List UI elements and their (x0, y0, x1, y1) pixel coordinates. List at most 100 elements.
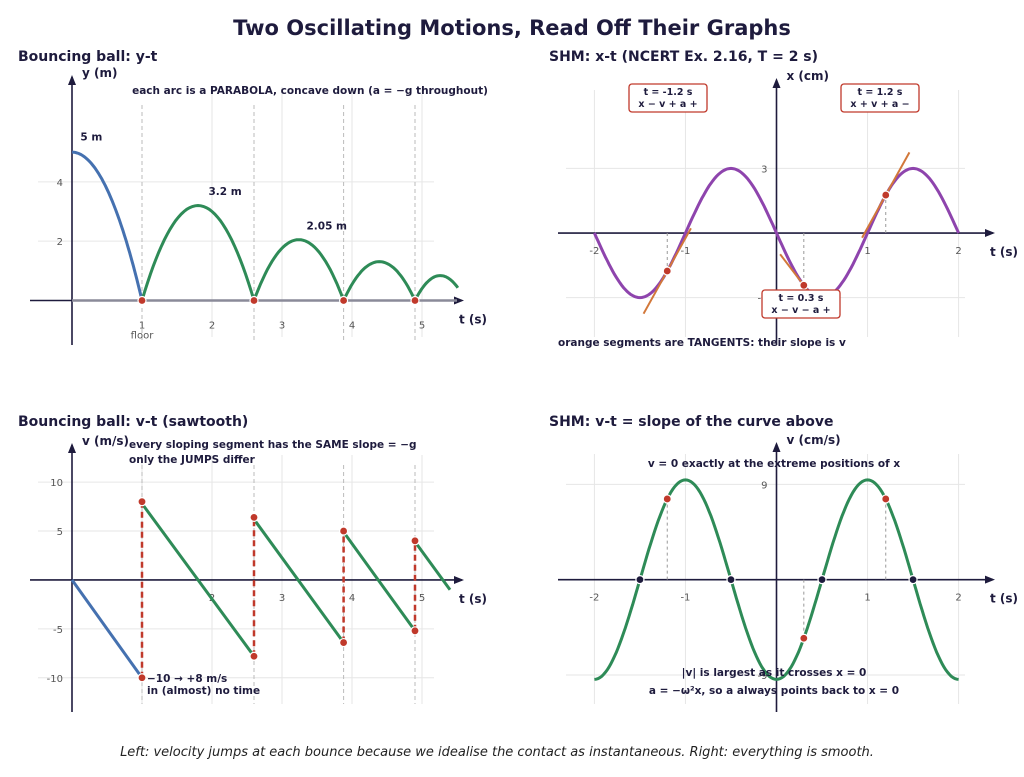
height-label: 5 m (80, 131, 102, 143)
panel-note: |v| is largest as it crosses x = 0 (682, 667, 867, 679)
y-axis-arrow (772, 442, 781, 452)
y-tick-label: 9 (761, 480, 767, 491)
marked-point (799, 633, 809, 643)
jump-start-point (339, 637, 349, 648)
y-axis-arrow (68, 75, 76, 85)
y-tick-label: -5 (53, 625, 63, 636)
series-arc (140, 203, 256, 301)
panel-title-ball-yt: Bouncing ball: y-t (18, 49, 158, 65)
x-tick-label: 1 (139, 320, 145, 331)
marked-point (662, 266, 672, 276)
series-arc (252, 238, 346, 302)
x-tick-label: 2 (955, 246, 961, 257)
y-tick-label: -10 (47, 674, 63, 685)
jump-start-point (249, 651, 259, 661)
y-tick-label: 4 (57, 178, 63, 189)
marked-point (881, 494, 891, 504)
zero-velocity-point (908, 575, 918, 585)
x-axis-label: t (s) (990, 245, 1018, 259)
marked-point (799, 280, 809, 290)
jump-end-point (249, 512, 259, 522)
zero-velocity-point (635, 575, 645, 585)
series-arc (71, 150, 144, 301)
bounce-point (137, 295, 147, 306)
series-arc (342, 260, 417, 302)
point-info-signs: x − v + a + (638, 99, 697, 110)
x-tick-label: -1 (680, 593, 690, 604)
x-axis-label: t (s) (459, 312, 487, 326)
point-info-signs: x + v + a − (850, 99, 909, 110)
velocity-segment (342, 531, 417, 632)
chart-shm-vt: t (s) v (cm/s) -2 -1 1 2 -9 9 v = 0 exactly at t… (558, 433, 1018, 712)
velocity-segment (70, 579, 144, 679)
x-axis-arrow (985, 575, 995, 584)
height-label: 2.05 m (307, 220, 348, 232)
x-tick-label: 4 (349, 320, 355, 331)
x-tick-label: 5 (419, 593, 425, 604)
panel-note: orange segments are TANGENTS: their slop… (558, 337, 846, 349)
y-tick-label: 5 (57, 527, 63, 538)
floor-label: floor (131, 330, 155, 341)
y-axis-label: v (m/s) (82, 434, 129, 448)
x-tick-label: 1 (864, 593, 870, 604)
bounce-point (410, 295, 420, 306)
jump-start-point (410, 626, 420, 636)
bounce-point (249, 295, 259, 306)
x-axis-label: t (s) (459, 592, 487, 606)
series-arc (413, 274, 460, 302)
point-info-time: t = 0.3 s (779, 293, 824, 304)
zero-velocity-point (726, 575, 736, 585)
chart-shm-xt: t (s)x (cm)-2-112-33t = -1.2 sx − v + a … (558, 69, 1018, 349)
x-axis-arrow (454, 296, 464, 305)
point-info-box (628, 83, 708, 113)
y-axis-label: y (m) (82, 66, 117, 80)
chart-ball-yt: t (s) y (m) 1 2 3 4 5 2 4 floor 5 m 3.2 m 2.05 m each… (30, 66, 488, 345)
panel-note: v = 0 exactly at the extreme positions o… (648, 458, 900, 470)
x-tick-label: 5 (419, 320, 425, 331)
x-tick-label: 1 (864, 246, 870, 257)
x-axis-arrow (454, 575, 464, 584)
panel-note: a = −ω²x, so a always points back to x =… (649, 685, 899, 697)
x-tick-label: -2 (589, 593, 599, 604)
jump-end-point (410, 536, 420, 546)
point-info-signs: x − v − a + (771, 305, 830, 316)
bounce-point (339, 295, 349, 306)
x-tick-label: -1 (680, 246, 690, 257)
x-tick-label: 2 (209, 320, 215, 331)
jump-note: −10 → +8 m/s (147, 673, 227, 685)
y-axis-label: x (cm) (787, 69, 830, 83)
x-tick-label: 3 (279, 320, 285, 331)
velocity-segment (252, 518, 345, 644)
zero-velocity-point (817, 575, 827, 585)
marked-point (662, 494, 672, 504)
panel-title-shm-xt: SHM: x-t (NCERT Ex. 2.16, T = 2 s) (549, 49, 818, 65)
x-tick-label: 2 (955, 593, 961, 604)
y-tick-label: 2 (57, 237, 63, 248)
panel-note: every sloping segment has the SAME slope… (129, 439, 417, 451)
y-axis-label: v (cm/s) (787, 433, 841, 447)
panel-note: only the JUMPS differ (129, 454, 256, 466)
velocity-segment (140, 502, 256, 658)
y-tick-label: 3 (761, 164, 767, 175)
series-v-curve (594, 478, 959, 681)
panel-note: each arc is a PARABOLA, concave down (a … (132, 85, 488, 97)
figure-caption: Left: velocity jumps at each bounce beca… (120, 745, 874, 760)
x-tick-label: -2 (589, 246, 599, 257)
main-title: Two Oscillating Motions, Read Off Their … (233, 16, 791, 40)
point-info-time: t = 1.2 s (858, 87, 903, 98)
point-info-box (761, 289, 841, 319)
panel-title-shm-vt: SHM: v-t = slope of the curve above (549, 414, 833, 430)
point-info-box (840, 83, 920, 113)
panel-title-ball-vt: Bouncing ball: v-t (sawtooth) (18, 414, 248, 430)
x-axis-arrow (985, 229, 995, 238)
series-x-curve (593, 166, 960, 300)
jump-end-point (339, 526, 349, 536)
y-tick-label: -9 (758, 671, 768, 682)
point-info-time: t = -1.2 s (644, 87, 693, 98)
jump-note: in (almost) no time (147, 685, 260, 697)
jump-end-point (137, 497, 147, 507)
y-axis-arrow (772, 78, 781, 88)
jump-start-point (137, 673, 147, 683)
